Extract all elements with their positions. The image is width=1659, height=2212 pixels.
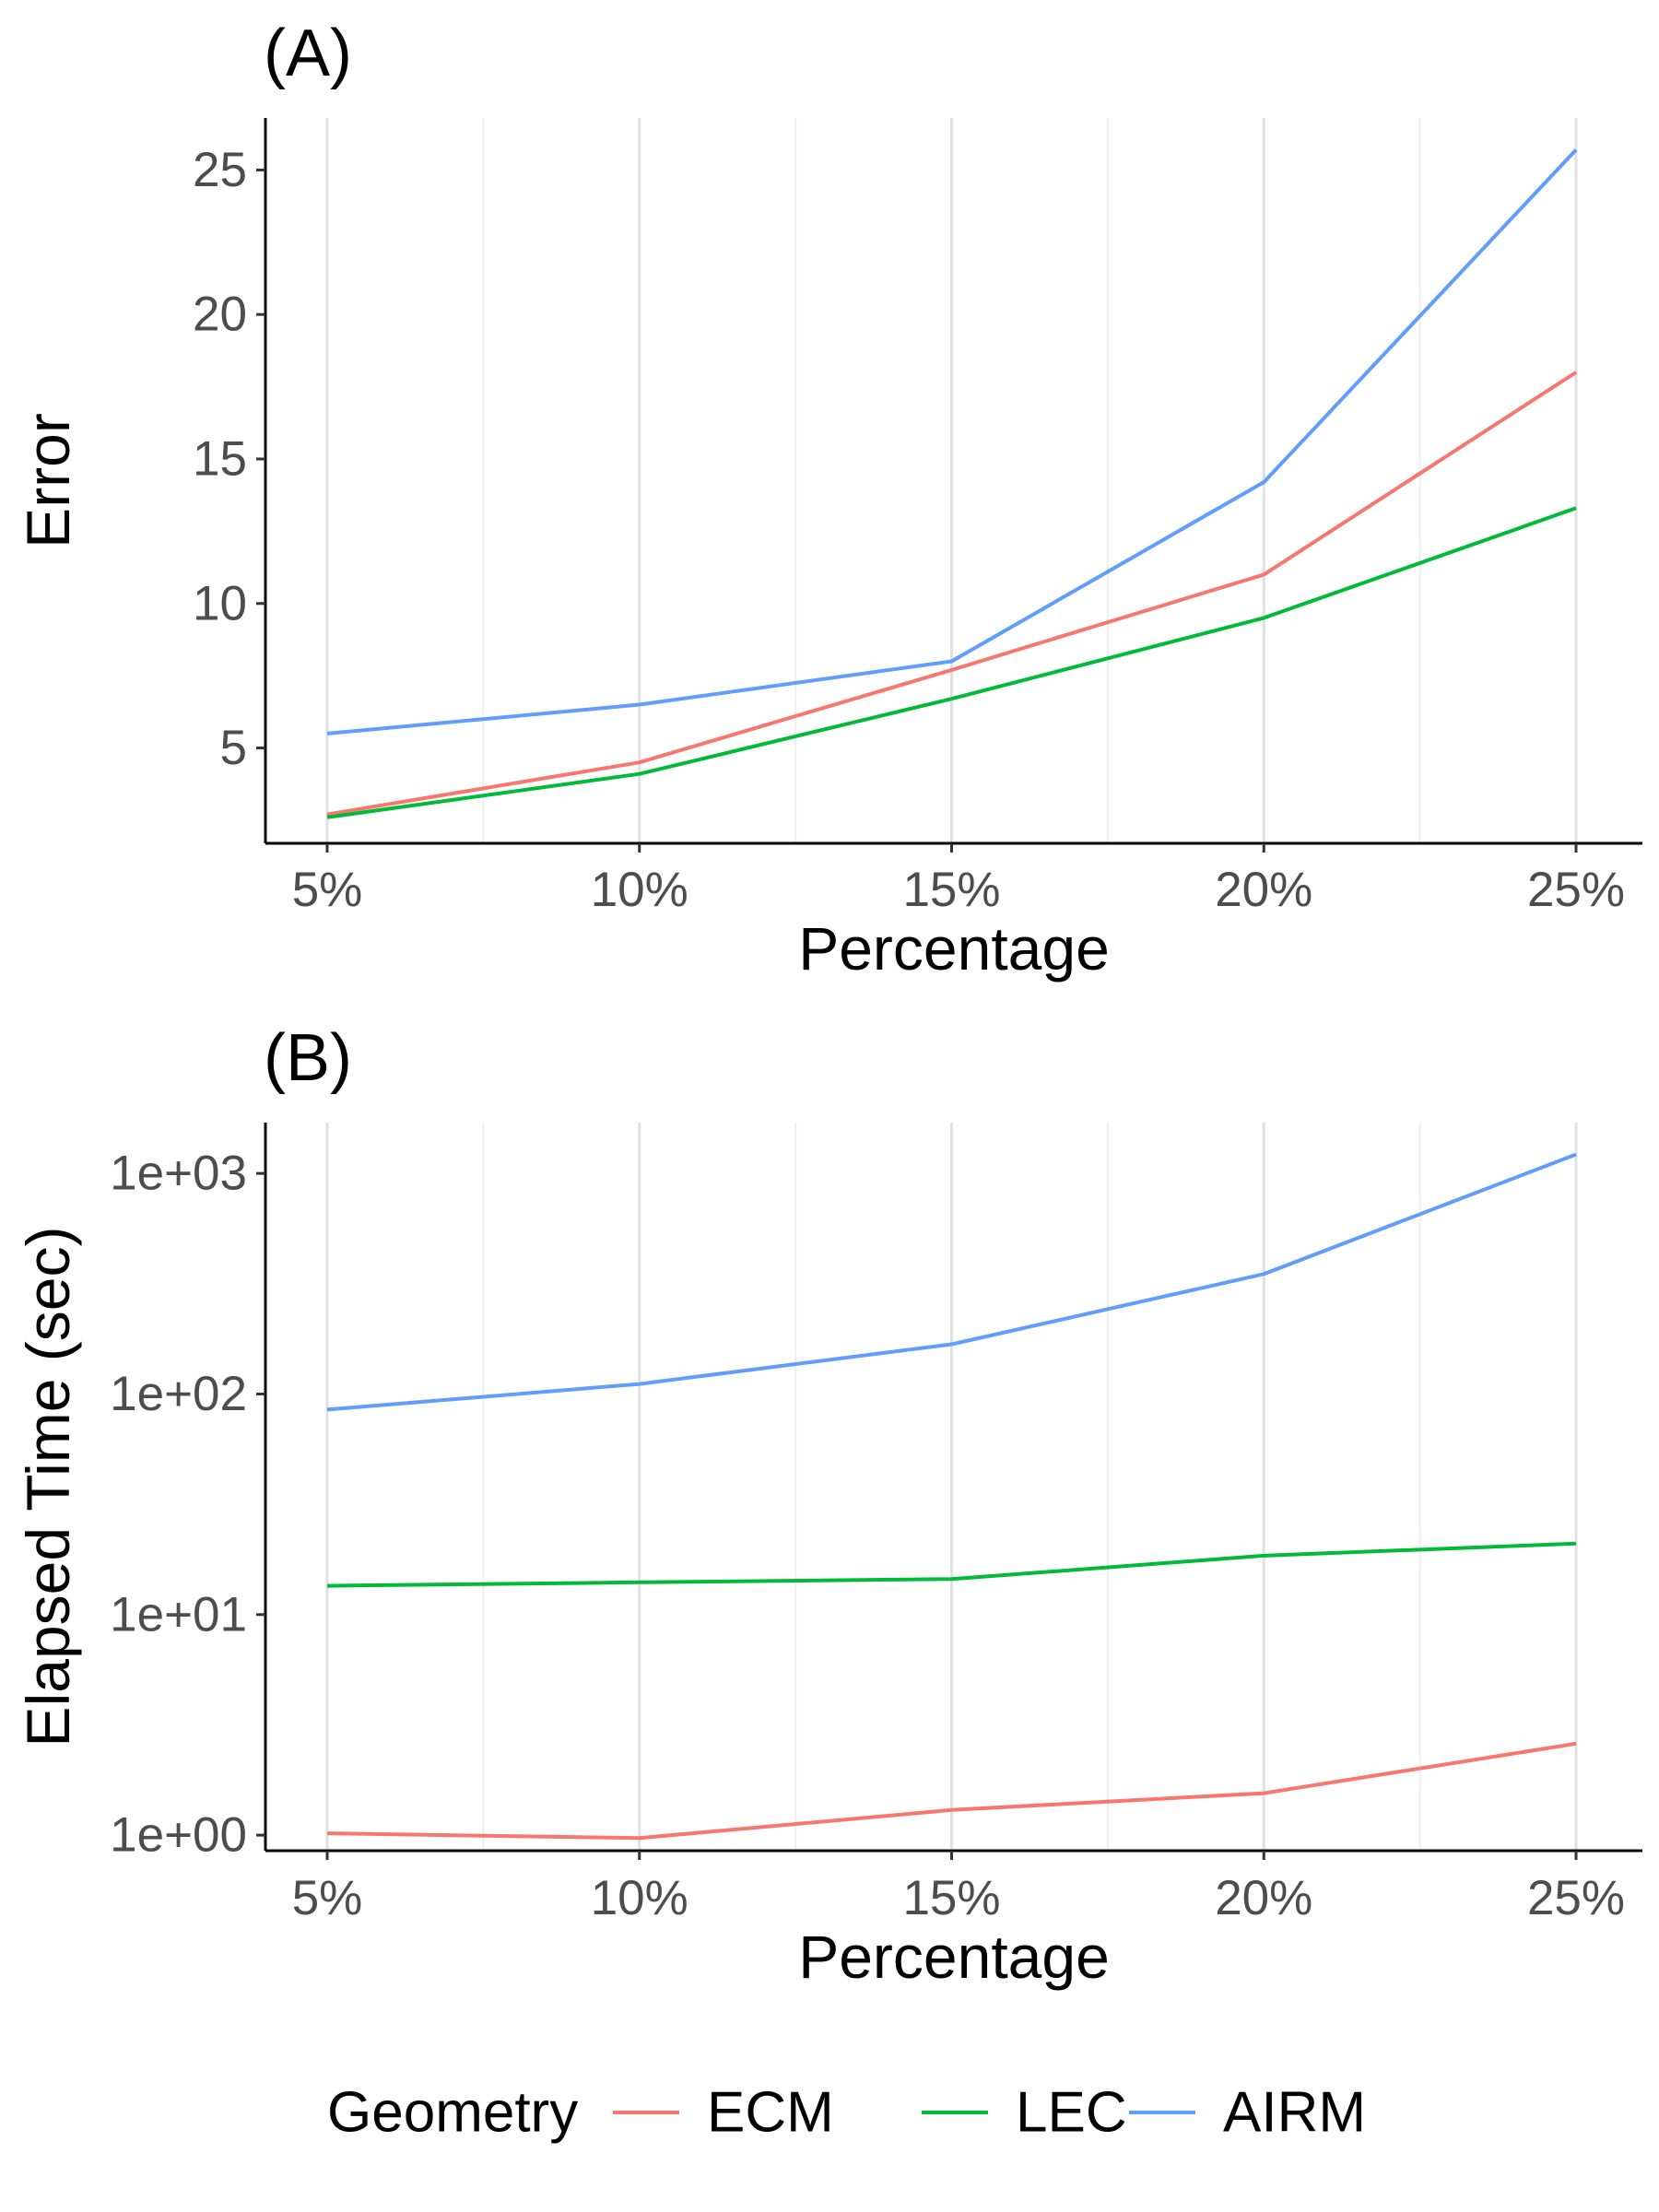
panel-label: (B) <box>264 1021 352 1095</box>
series-line-ecm <box>326 1741 1577 1841</box>
y-tick-label: 1e+01 <box>110 1587 247 1641</box>
y-tick-label: 20 <box>193 288 247 342</box>
panel-a: 5 10 15 20 25 5% 10% 15% 20% 25% Percentage Error (A… <box>14 17 1642 982</box>
x-tick-label: 10% <box>591 863 688 917</box>
y-tick-label: 5 <box>220 721 247 775</box>
legend-label-ecm: ECM <box>707 2081 834 2145</box>
x-axis-title: Percentage <box>798 914 1110 982</box>
x-tick-label: 25% <box>1527 863 1625 917</box>
x-tick-label: 10% <box>591 1871 688 1925</box>
y-tick-label: 25 <box>193 143 247 197</box>
legend-label-airm: AIRM <box>1223 2081 1366 2145</box>
series-line-lec <box>326 506 1577 819</box>
x-tick-label: 5% <box>292 863 363 917</box>
panel-b: 1e+00 1e+01 1e+02 1e+03 5% 10% 15% 20% 25% Percen… <box>14 1021 1642 1991</box>
legend-label-lec: LEC <box>1016 2081 1127 2145</box>
y-tick-label: 15 <box>193 431 247 486</box>
x-tick-label: 25% <box>1527 1871 1625 1925</box>
x-tick-label: 15% <box>902 1871 1000 1925</box>
series-line-lec <box>326 1541 1577 1588</box>
y-tick-label: 10 <box>193 576 247 630</box>
y-axis-title: Elapsed Time (sec) <box>14 1227 82 1747</box>
legend-title: Geometry <box>327 2081 578 2145</box>
panel-label: (A) <box>264 17 352 90</box>
y-tick-label: 1e+03 <box>110 1147 247 1201</box>
x-tick-label: 15% <box>902 863 1000 917</box>
x-tick-label: 20% <box>1215 1871 1312 1925</box>
y-tick-label: 1e+00 <box>110 1808 247 1863</box>
x-tick-label: 20% <box>1215 863 1312 917</box>
x-tick-label: 5% <box>292 1871 363 1925</box>
y-axis-title: Error <box>14 413 82 548</box>
series-line-ecm <box>326 371 1578 817</box>
series-line-airm <box>326 1152 1577 1412</box>
y-tick-label: 1e+02 <box>110 1367 247 1421</box>
legend: Geometry ECM LEC AIRM <box>327 2081 1366 2145</box>
x-axis-title: Percentage <box>798 1923 1110 1991</box>
series-line-airm <box>326 148 1578 735</box>
